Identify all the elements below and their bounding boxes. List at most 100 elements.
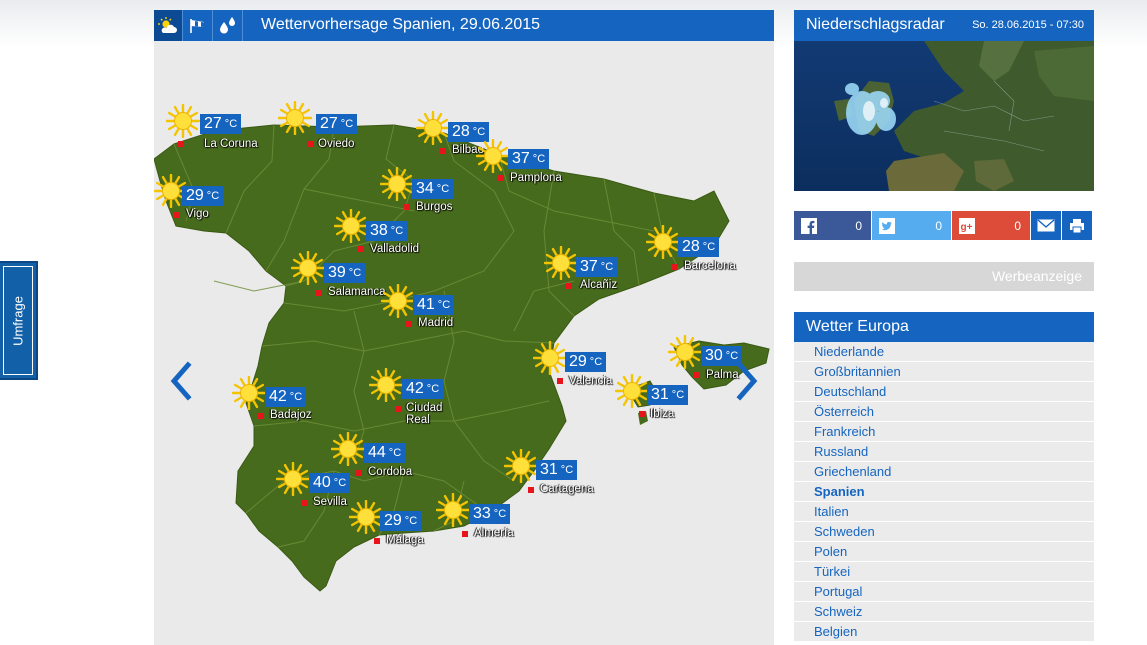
temperature-value: 28: [682, 238, 700, 255]
city-temperature: 39 °C: [324, 263, 366, 283]
city-name: Badajoz: [270, 409, 312, 421]
city-temperature: 37 °C: [508, 149, 550, 169]
city-name: Burgos: [416, 201, 453, 213]
city-temperature: 27 °C: [200, 114, 242, 134]
twitter-share-button[interactable]: 0: [872, 211, 951, 240]
temperature-value: 29: [569, 353, 587, 370]
temperature-value: 37: [512, 150, 530, 167]
city-temperature: 29 °C: [565, 352, 607, 372]
city-name: Bilbao: [452, 144, 484, 156]
temperature-value: 29: [384, 512, 402, 529]
europe-weather-header: Wetter Europa: [794, 312, 1094, 342]
twitter-icon: [872, 211, 901, 240]
city-temperature: 41 °C: [413, 295, 455, 315]
temperature-unit: °C: [560, 464, 574, 476]
temperature-unit: °C: [725, 350, 739, 362]
country-link[interactable]: Russland: [794, 442, 1094, 462]
sun-icon: [381, 284, 415, 318]
sun-icon: [331, 432, 365, 466]
temperature-unit: °C: [289, 391, 303, 403]
country-link[interactable]: Spanien: [794, 482, 1094, 502]
country-link[interactable]: Großbritannien: [794, 362, 1094, 382]
city-location-dot: [528, 487, 534, 493]
city-location-dot: [178, 141, 184, 147]
temperature-unit: °C: [436, 183, 450, 195]
tab-precipitation[interactable]: [214, 10, 243, 41]
tab-wind[interactable]: [184, 10, 213, 41]
city-location-dot: [308, 141, 314, 147]
city-location-dot: [440, 148, 446, 154]
sun-cloud-icon: [158, 16, 177, 33]
country-link[interactable]: Niederlande: [794, 342, 1094, 362]
city-location-dot: [316, 290, 322, 296]
sun-icon: [380, 167, 414, 201]
facebook-share-button[interactable]: 0: [794, 211, 871, 240]
temperature-value: 38: [370, 222, 388, 239]
email-share-button[interactable]: [1031, 211, 1061, 240]
city-temperature: 29 °C: [182, 186, 224, 206]
country-link[interactable]: Griechenland: [794, 462, 1094, 482]
country-link[interactable]: Deutschland: [794, 382, 1094, 402]
city-location-dot: [258, 413, 264, 419]
country-link[interactable]: Polen: [794, 542, 1094, 562]
city-temperature: 29 °C: [380, 511, 422, 531]
previous-day-arrow[interactable]: [166, 361, 196, 401]
city-temperature: 33 °C: [469, 504, 511, 524]
city-location-dot: [356, 470, 362, 476]
europe-country-list: Niederlande Großbritannien Deutschland Öste…: [794, 342, 1094, 642]
tab-sun-cloud[interactable]: [154, 10, 183, 41]
country-link[interactable]: Schweiz: [794, 602, 1094, 622]
facebook-icon: [794, 211, 823, 240]
city-temperature: 28 °C: [678, 237, 720, 257]
city-location-dot: [396, 406, 402, 412]
city-temperature: 38 °C: [366, 221, 408, 241]
rain-drops-icon: [220, 16, 235, 33]
city-temperature: 42 °C: [265, 387, 307, 407]
sun-icon: [504, 449, 538, 483]
city-location-dot: [639, 411, 645, 417]
city-name: Málaga: [386, 534, 424, 546]
city-location-dot: [498, 175, 504, 181]
sun-icon: [232, 376, 266, 410]
temperature-unit: °C: [333, 477, 347, 489]
city-name: Palma: [706, 369, 739, 381]
city-name: Oviedo: [318, 138, 355, 150]
survey-side-tab[interactable]: Umfrage: [0, 261, 38, 380]
city-name: Alcañiz: [580, 279, 618, 291]
radar-title[interactable]: Niederschlagsradar: [806, 16, 945, 33]
city-temperature: 44 °C: [364, 443, 406, 463]
country-link[interactable]: Schweden: [794, 522, 1094, 542]
country-link[interactable]: Frankreich: [794, 422, 1094, 442]
country-link[interactable]: Italien: [794, 502, 1094, 522]
radar-header: Niederschlagsradar So. 28.06.2015 - 07:3…: [794, 10, 1094, 41]
temperature-value: 42: [406, 380, 424, 397]
temperature-value: 28: [452, 123, 470, 140]
sun-icon: [349, 500, 383, 534]
city-location-dot: [694, 372, 700, 378]
country-link[interactable]: Österreich: [794, 402, 1094, 422]
temperature-unit: °C: [426, 383, 440, 395]
temperature-value: 37: [580, 258, 598, 275]
temperature-unit: °C: [348, 267, 362, 279]
country-link[interactable]: Belgien: [794, 622, 1094, 642]
country-link[interactable]: Portugal: [794, 582, 1094, 602]
city-location-dot: [374, 538, 380, 544]
temperature-unit: °C: [206, 190, 220, 202]
next-day-arrow[interactable]: [732, 361, 762, 401]
sun-icon: [533, 341, 567, 375]
envelope-icon: [1031, 211, 1060, 240]
print-button[interactable]: [1062, 211, 1092, 240]
radar-map-image[interactable]: [794, 41, 1094, 191]
city-name: Valladolid: [370, 243, 420, 255]
radar-timestamp: So. 28.06.2015 - 07:30: [972, 19, 1084, 31]
city-temperature: 28 °C: [448, 122, 490, 142]
temperature-value: 31: [540, 461, 558, 478]
googleplus-share-button[interactable]: g+ 0: [952, 211, 1030, 240]
temperature-value: 42: [269, 388, 287, 405]
temperature-unit: °C: [671, 389, 685, 401]
country-link[interactable]: Türkei: [794, 562, 1094, 582]
temperature-unit: °C: [437, 299, 451, 311]
city-name: Ciudad Real: [406, 402, 443, 426]
temperature-value: 40: [313, 474, 331, 491]
city-location-dot: [302, 500, 308, 506]
